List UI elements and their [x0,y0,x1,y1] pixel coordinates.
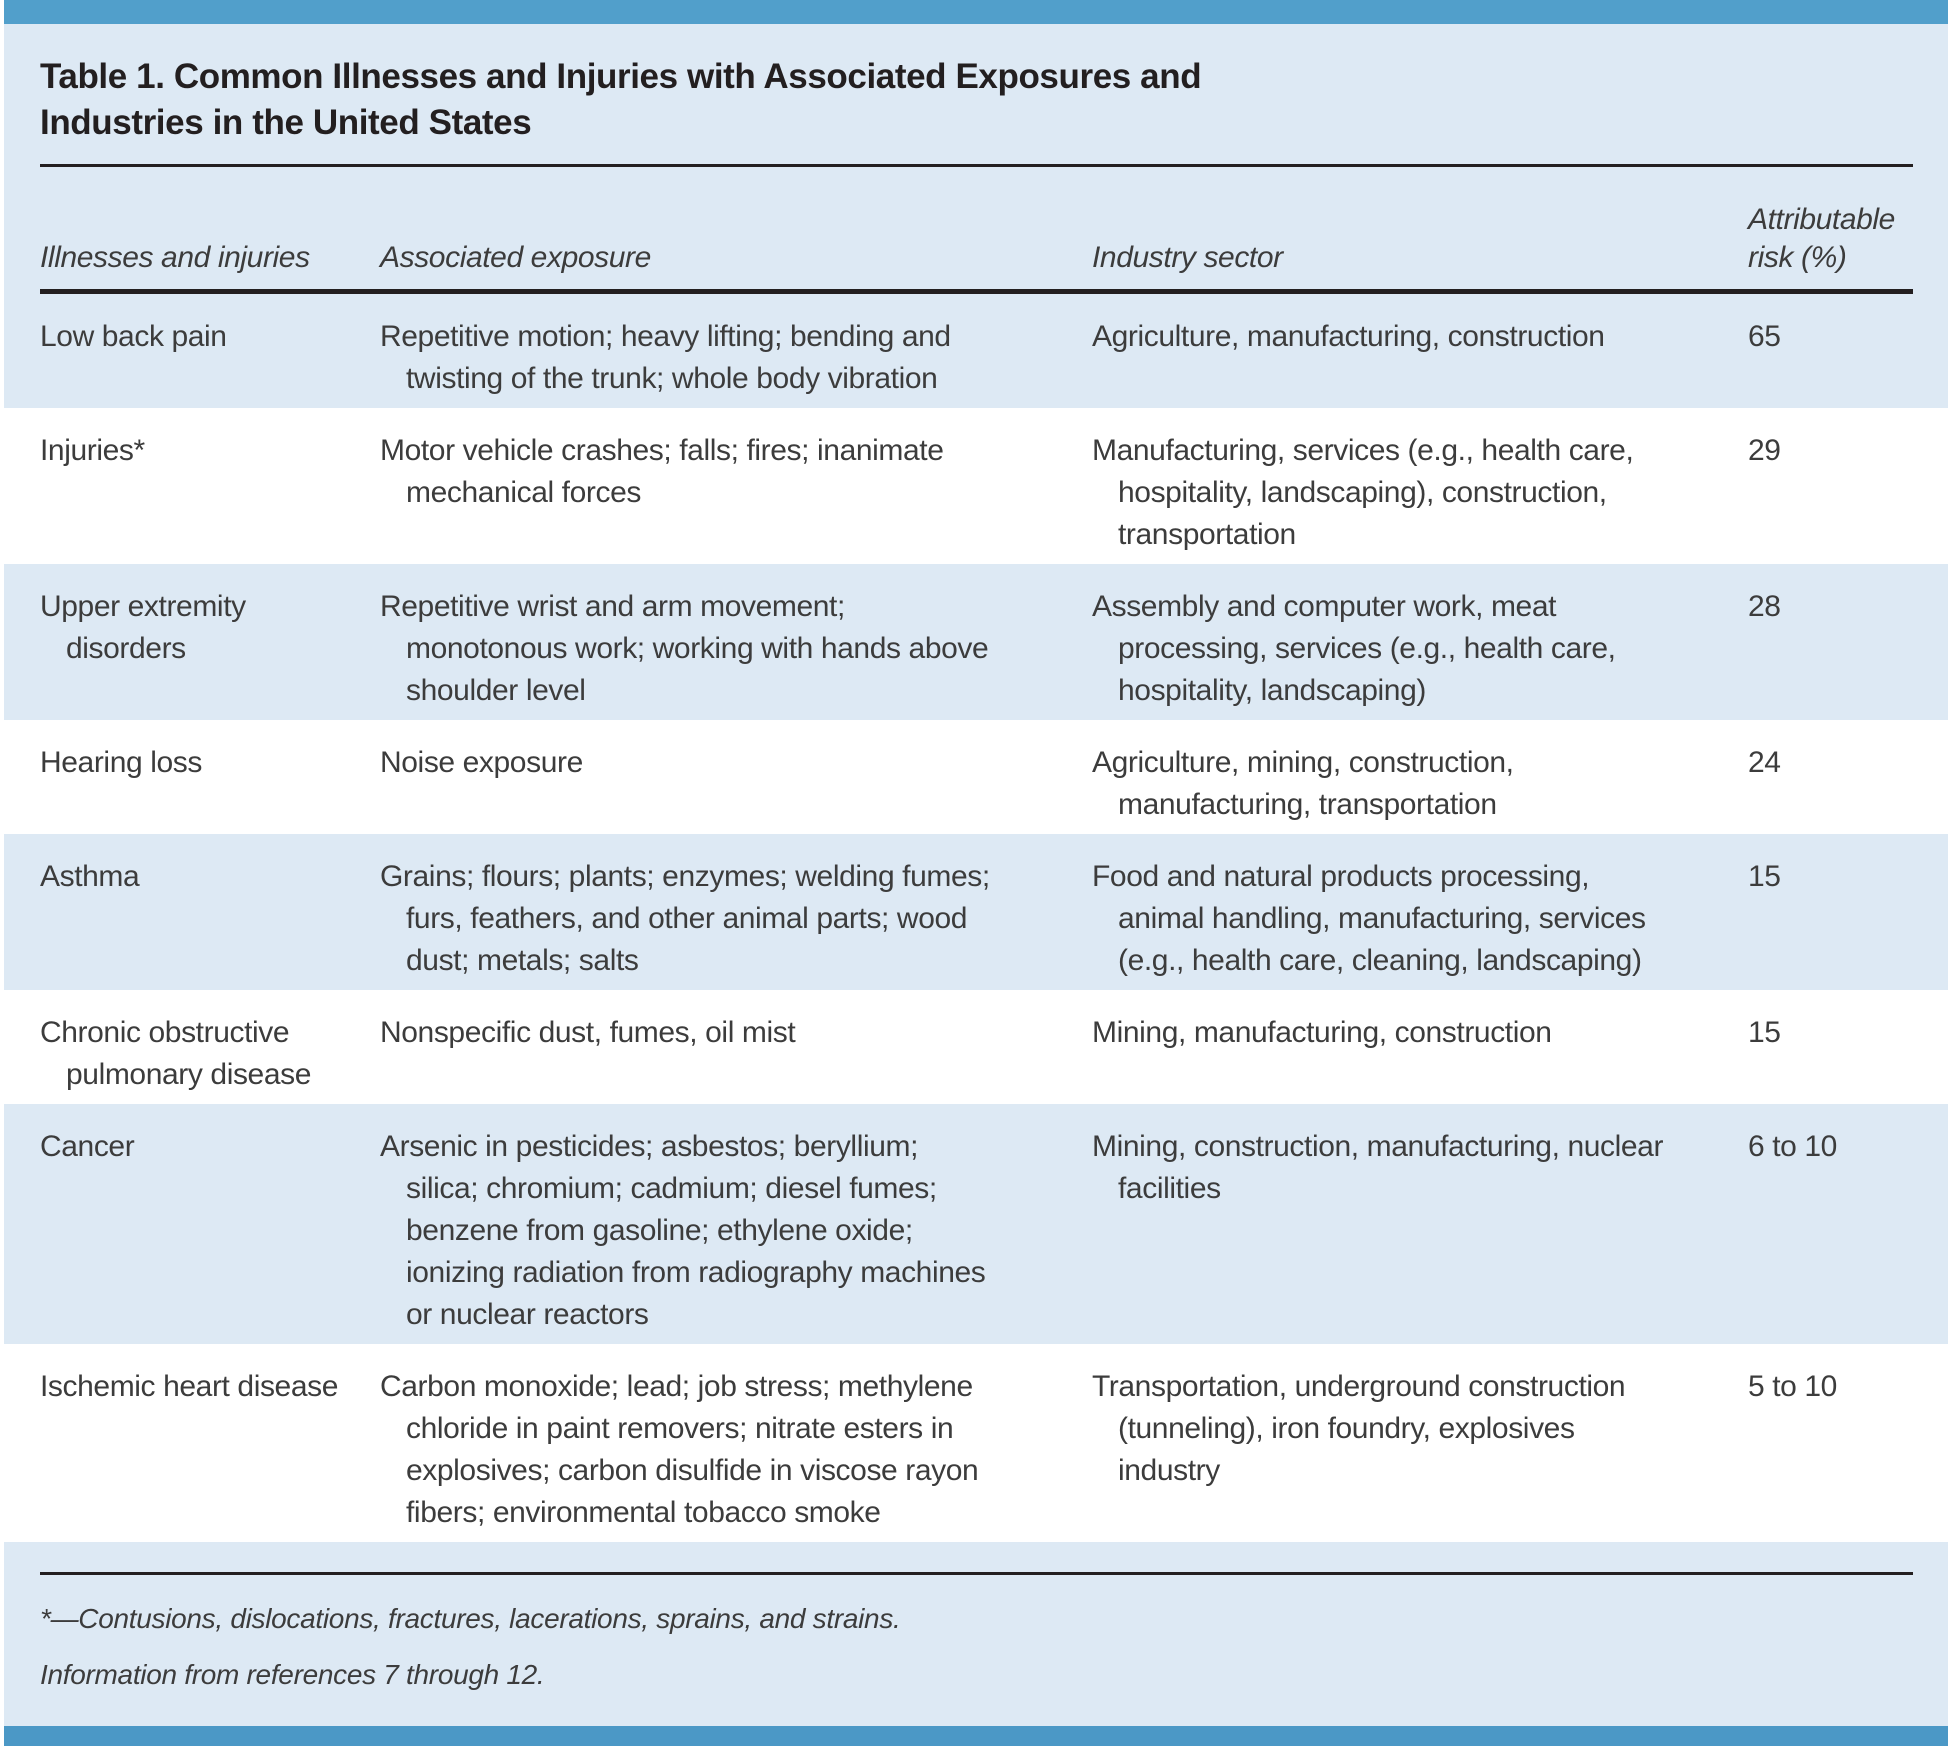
industry-cell: Transportation, underground construction… [1092,1370,1626,1487]
table-row: Injuries* Motor vehicle crashes; falls; … [4,408,1948,564]
exposure-cell: Arsenic in pesticides; asbestos; berylli… [380,1130,986,1331]
footnote-references: Information from references 7 through 12… [40,1659,545,1690]
table-row: Cancer Arsenic in pesticides; asbestos; … [4,1104,1948,1344]
header-rule [40,289,1913,294]
industry-cell: Mining, manufacturing, construction [1092,1016,1552,1049]
illness-cell: Asthma [40,860,140,893]
footer-rule [40,1572,1913,1575]
exposure-cell: Grains; flours; plants; enzymes; welding… [380,860,990,977]
table-row: Ischemic heart disease Carbon monoxide; … [4,1344,1948,1542]
table-row: Upper extremity disorders Repetitive wri… [4,564,1948,720]
industry-cell: Manufacturing, services (e.g., health ca… [1092,434,1634,551]
illness-cell: Low back pain [40,320,227,353]
risk-cell: 29 [1748,434,1781,467]
table-frame: Table 1. Common Illnesses and Injuries w… [4,0,1948,1746]
top-accent-bar [4,0,1948,24]
illness-cell: Injuries* [40,434,145,467]
illness-cell: Ischemic heart disease [40,1370,339,1403]
industry-cell: Agriculture, mining, construction, manuf… [1092,746,1514,821]
bottom-accent-bar [4,1726,1948,1746]
table-title: Table 1. Common Illnesses and Injuries w… [40,57,1202,142]
column-header-exposure: Associated exposure [380,241,651,274]
exposure-cell: Noise exposure [380,746,583,779]
exposure-cell: Motor vehicle crashes; falls; fires; ina… [380,434,944,509]
illness-cell: Hearing loss [40,746,202,779]
risk-cell: 15 [1748,860,1781,893]
table-rows: Low back pain Repetitive motion; heavy l… [4,294,1948,1542]
industry-cell: Mining, construction, manufacturing, nuc… [1092,1130,1664,1205]
risk-cell: 28 [1748,590,1781,623]
table-row: Low back pain Repetitive motion; heavy l… [4,294,1948,408]
illness-cell: Chronic obstructive pulmonary disease [40,1016,312,1091]
table-body-area: Table 1. Common Illnesses and Injuries w… [4,24,1948,1746]
column-header-row: Illnesses and injuries Associated exposu… [4,167,1948,289]
risk-cell: 65 [1748,320,1781,353]
column-header-risk: Attributable risk (%) [1748,203,1895,274]
table-footnote-area: *—Contusions, dislocations, fractures, l… [4,1542,1948,1724]
risk-cell: 6 to 10 [1748,1130,1837,1163]
table-row: Hearing loss Noise exposure Agriculture,… [4,720,1948,834]
top-rule [40,164,1913,167]
table-title-block: Table 1. Common Illnesses and Injuries w… [4,24,1948,146]
table-row: Chronic obstructive pulmonary disease No… [4,990,1948,1104]
exposure-cell: Carbon monoxide; lead; job stress; methy… [380,1370,979,1529]
table-row: Asthma Grains; flours; plants; enzymes; … [4,834,1948,990]
risk-cell: 24 [1748,746,1781,779]
risk-cell: 5 to 10 [1748,1370,1837,1403]
exposure-cell: Nonspecific dust, fumes, oil mist [380,1016,796,1049]
exposure-cell: Repetitive wrist and arm movement; monot… [380,590,989,707]
illness-cell: Cancer [40,1130,135,1163]
industry-cell: Food and natural products processing, an… [1092,860,1646,977]
footnote-asterisk: *—Contusions, dislocations, fractures, l… [40,1603,901,1634]
column-header-industry: Industry sector [1092,241,1283,274]
illness-cell: Upper extremity disorders [40,590,246,665]
exposure-cell: Repetitive motion; heavy lifting; bendin… [380,320,951,395]
industry-cell: Agriculture, manufacturing, construction [1092,320,1605,353]
risk-cell: 15 [1748,1016,1781,1049]
industry-cell: Assembly and computer work, meat process… [1092,590,1616,707]
column-header-illnesses: Illnesses and injuries [40,241,310,274]
